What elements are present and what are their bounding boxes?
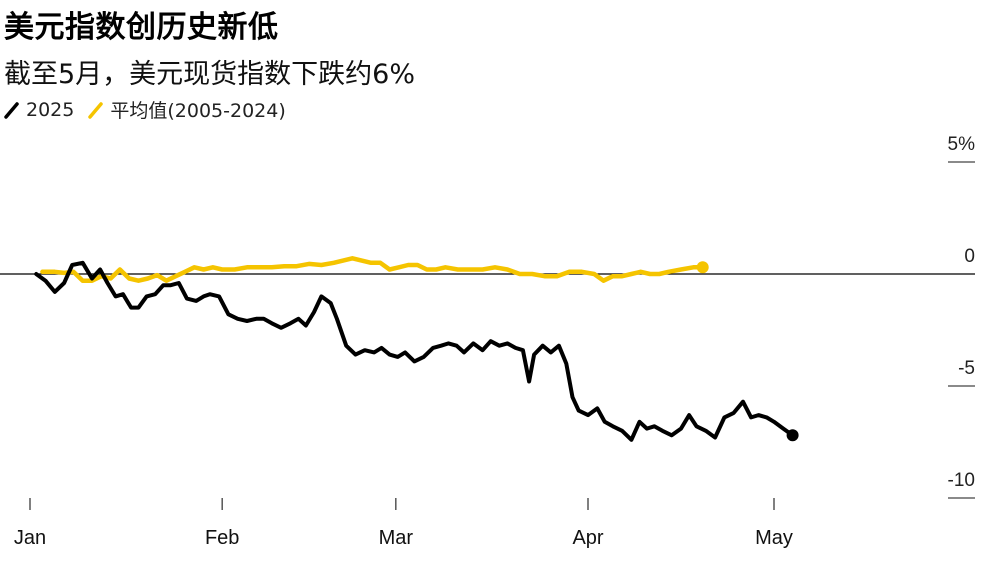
x-tick-label: Jan	[14, 527, 46, 549]
x-tick-label: May	[755, 527, 793, 549]
x-tick-label: Apr	[572, 527, 603, 549]
series-line-average	[40, 256, 705, 283]
series-end-marker-2025	[786, 429, 799, 442]
legend: 2025 平均值(2005-2024)	[4, 96, 300, 123]
y-tick-label: 5%	[948, 134, 976, 155]
legend-swatch-2025-icon	[4, 101, 19, 119]
y-tick-label: 0	[964, 246, 975, 267]
legend-label-2025: 2025	[26, 98, 75, 121]
legend-label-average: 平均值(2005-2024)	[110, 100, 286, 122]
x-tick-label: Feb	[205, 527, 239, 549]
chart-title: 美元指数创历史新低	[4, 10, 279, 45]
legend-swatch-average-icon	[88, 101, 104, 119]
y-tick-label: -10	[948, 470, 975, 491]
series-end-marker-average	[696, 261, 709, 274]
legend-item-2025: 2025	[4, 99, 74, 121]
chart-subtitle: 截至5月，美元现货指数下跌约6%	[4, 59, 416, 90]
x-tick-label: Mar	[379, 527, 414, 549]
series-line-2025	[34, 260, 795, 442]
y-tick-label: -5	[958, 358, 975, 379]
legend-item-average: 平均值(2005-2024)	[88, 96, 286, 123]
